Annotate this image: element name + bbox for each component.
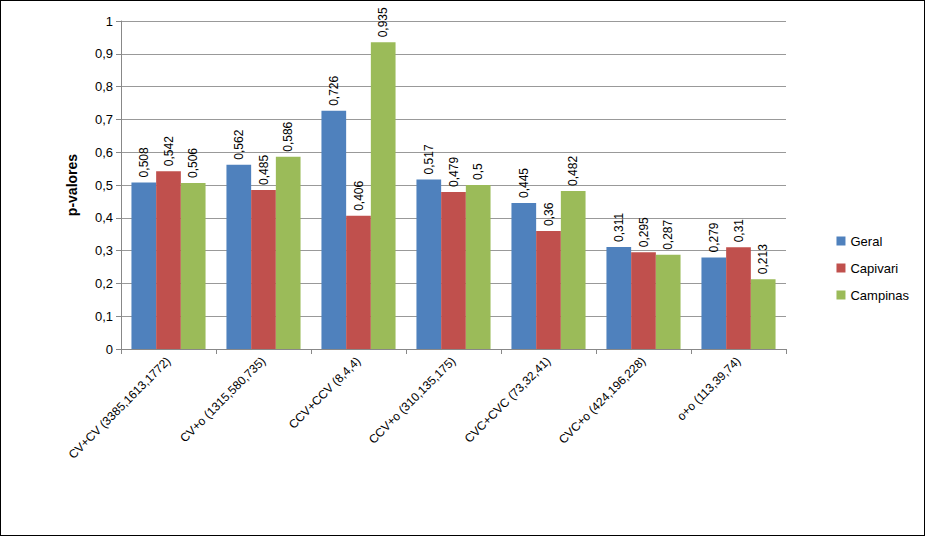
svg-text:0,6: 0,6 [95, 145, 113, 160]
svg-text:0: 0 [106, 342, 113, 357]
svg-text:0,9: 0,9 [95, 46, 113, 61]
svg-text:0,517: 0,517 [422, 144, 436, 174]
svg-text:0,508: 0,508 [137, 147, 151, 177]
svg-text:o+o (113,39,74): o+o (113,39,74) [674, 354, 743, 423]
svg-text:0,1: 0,1 [95, 309, 113, 324]
svg-text:0,5: 0,5 [95, 178, 113, 193]
svg-text:CV+CV (3385,1613,1772): CV+CV (3385,1613,1772) [66, 354, 174, 462]
svg-text:0,3: 0,3 [95, 243, 113, 258]
svg-text:0,7: 0,7 [95, 112, 113, 127]
svg-text:0,311: 0,311 [612, 213, 626, 242]
svg-text:0,479: 0,479 [447, 157, 461, 187]
svg-text:0,726: 0,726 [327, 76, 341, 106]
svg-text:0,506: 0,506 [186, 148, 200, 178]
svg-text:0,482: 0,482 [566, 156, 580, 186]
svg-text:0,213: 0,213 [756, 244, 770, 274]
svg-text:0,36: 0,36 [542, 202, 556, 226]
svg-text:Campinas: Campinas [850, 288, 909, 303]
svg-text:CCV+CCV (8,4,4): CCV+CCV (8,4,4) [286, 354, 363, 431]
svg-text:CCV+o (310,135,175): CCV+o (310,135,175) [366, 354, 459, 447]
svg-text:1: 1 [106, 14, 113, 29]
svg-text:0,279: 0,279 [707, 222, 721, 252]
svg-text:p-valores: p-valores [64, 154, 80, 216]
svg-text:CV+o (1315,580,735): CV+o (1315,580,735) [177, 354, 268, 445]
svg-text:0,31: 0,31 [732, 219, 746, 243]
svg-text:0,485: 0,485 [257, 155, 271, 185]
svg-text:0,542: 0,542 [162, 136, 176, 166]
svg-text:0,4: 0,4 [95, 210, 113, 225]
svg-text:0,406: 0,406 [352, 180, 366, 210]
svg-text:0,935: 0,935 [376, 7, 390, 37]
svg-text:0,295: 0,295 [637, 217, 651, 247]
svg-text:0,2: 0,2 [95, 276, 113, 291]
svg-text:Capivari: Capivari [850, 261, 898, 276]
svg-text:0,8: 0,8 [95, 79, 113, 94]
svg-text:CVC+o (424,196,228): CVC+o (424,196,228) [556, 354, 649, 447]
svg-text:CVC+CVC (73,32,41): CVC+CVC (73,32,41) [462, 354, 554, 446]
svg-text:0,562: 0,562 [232, 129, 246, 159]
svg-text:0,586: 0,586 [281, 121, 295, 151]
svg-text:0,445: 0,445 [517, 168, 531, 198]
svg-text:0,287: 0,287 [661, 220, 675, 250]
svg-text:0,5: 0,5 [471, 163, 485, 180]
svg-text:Geral: Geral [850, 234, 882, 249]
